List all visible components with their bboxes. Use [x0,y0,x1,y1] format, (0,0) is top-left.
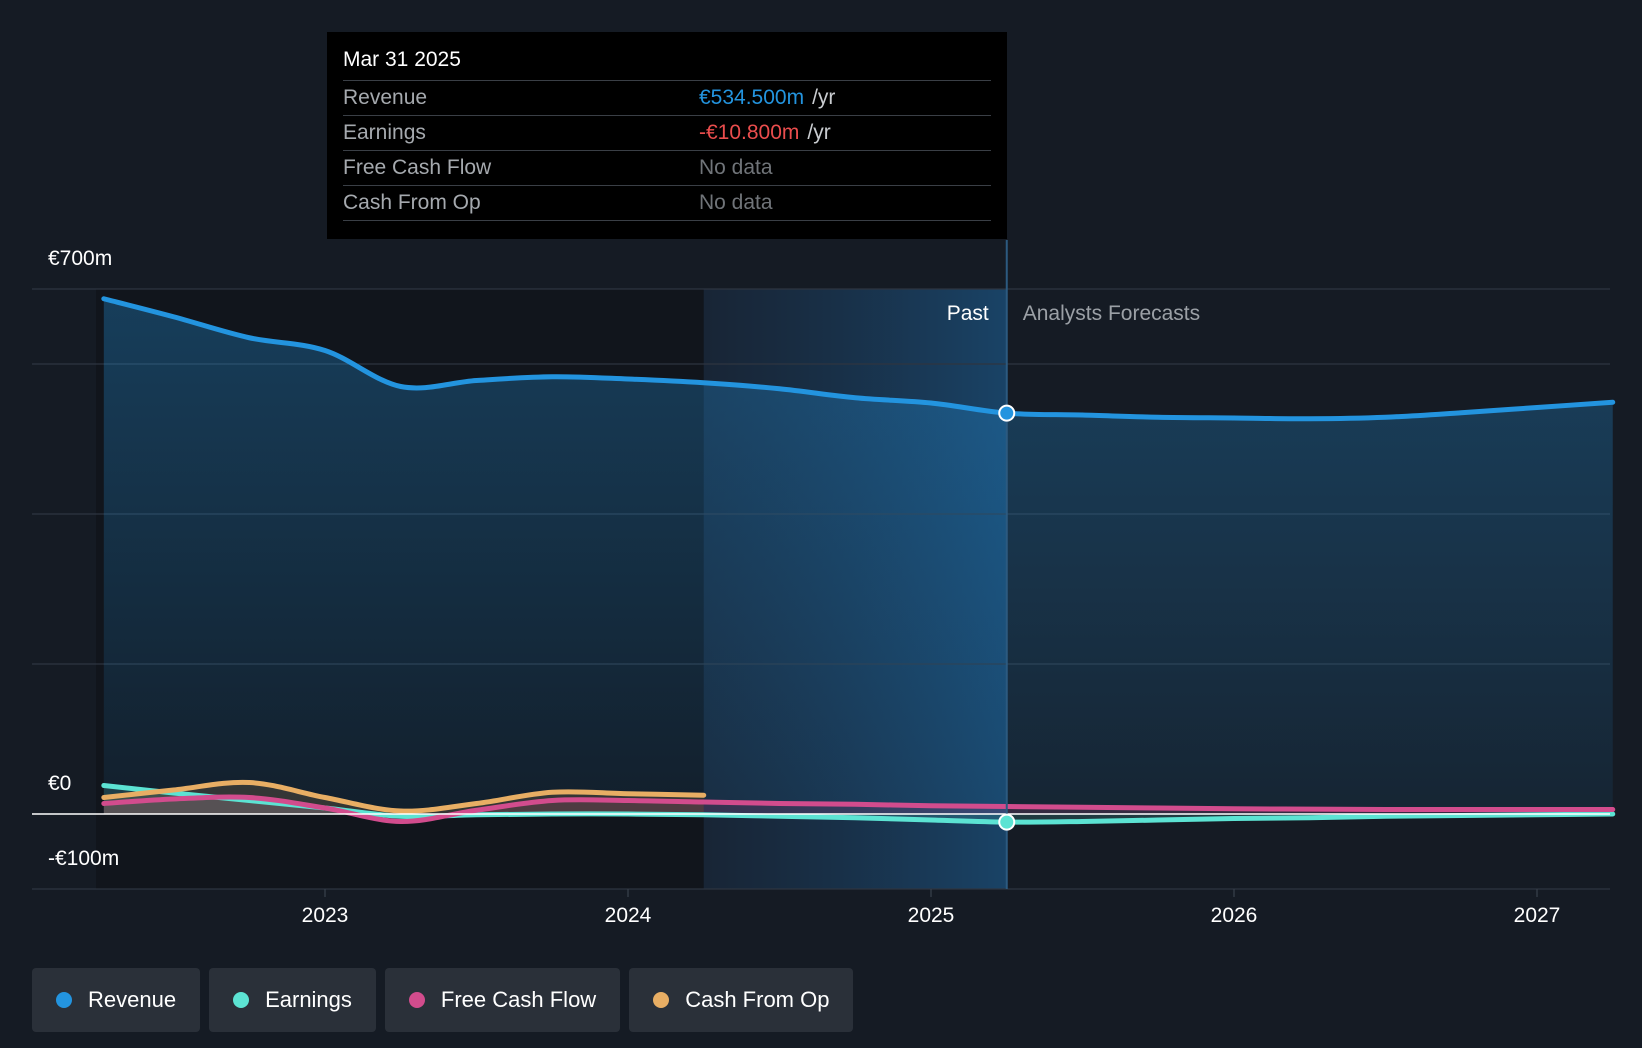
legend-label: Free Cash Flow [440,987,597,1012]
legend-item-revenue[interactable]: Revenue [32,968,201,1032]
x-tick-label: 2025 [908,904,955,927]
legend-dot-icon [408,992,425,1008]
tooltip-row-revenue: Revenue €534.500m /yr [343,81,991,116]
x-tick-label: 2024 [605,904,652,927]
forecast-label: Analysts Forecasts [1023,302,1200,325]
y-tick-label: €0 [48,772,71,795]
tooltip-row-earnings: Earnings -€10.800m /yr [343,116,991,151]
tooltip-suffix: /yr [807,121,831,144]
y-axis-labels: €700m €0 -€100m [48,247,119,870]
earnings-highlight-dot [998,813,1016,831]
tooltip-value: No data [699,156,773,179]
tooltip-label: Earnings [343,121,426,144]
revenue-highlight-dot [998,404,1016,422]
legend-dot-icon [233,992,250,1008]
cash-from-op-area [103,782,704,814]
y-tick-label: €700m [48,247,112,270]
tooltip-label: Free Cash Flow [343,156,492,179]
tooltip-value: No data [699,191,773,214]
tooltip-label: Cash From Op [343,191,481,214]
series-areas [103,298,1613,823]
x-axis-labels: 2023 2024 2025 2026 2027 [302,904,1561,927]
tooltip-value: €534.500m [699,86,805,109]
free-cash-flow-line [101,794,1616,825]
legend: Revenue Earnings Free Cash Flow Cash Fro… [32,968,854,1032]
tooltip-suffix: /yr [812,86,836,109]
y-tick-label: -€100m [48,847,119,870]
legend-item-earnings[interactable]: Earnings [209,968,376,1032]
x-tick-label: 2027 [1514,904,1561,927]
cash-from-op-line [101,779,707,814]
series-lines [101,296,1616,825]
legend-label: Cash From Op [685,987,830,1012]
legend-label: Revenue [88,987,177,1012]
tooltip-row-cash-from-op: Cash From Op No data [343,186,991,221]
free-cash-flow-area [103,796,1613,822]
highlight-points [998,404,1016,831]
legend-dot-icon [653,992,670,1008]
earnings-area [103,785,1613,823]
legend-dot-icon [56,992,72,1008]
revenue-area [103,298,1613,814]
tooltip-row-free-cash-flow: Free Cash Flow No data [343,151,991,186]
tooltip-date: Mar 31 2025 [343,46,991,81]
past-label: Past [947,302,989,325]
legend-item-cash-from-op[interactable]: Cash From Op [629,968,854,1032]
legend-item-free-cash-flow[interactable]: Free Cash Flow [384,968,621,1032]
tooltip: Mar 31 2025 Revenue €534.500m /yr Earnin… [327,32,1007,239]
revenue-line [101,296,1616,422]
tooltip-label: Revenue [343,86,428,109]
x-tick-label: 2023 [302,904,349,927]
legend-label: Earnings [265,987,352,1012]
tooltip-value: -€10.800m [699,121,800,144]
x-tick-label: 2026 [1211,904,1258,927]
